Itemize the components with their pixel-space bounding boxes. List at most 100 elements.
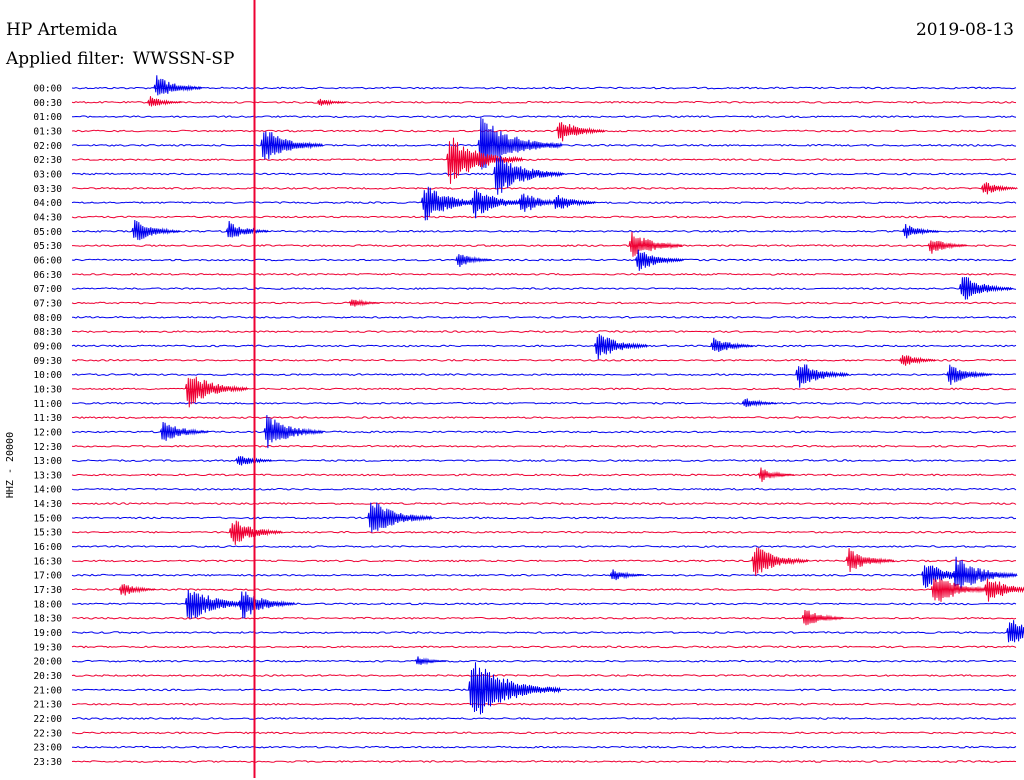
station-title: HP Artemida	[6, 20, 118, 40]
trace-row-2030	[71, 674, 1017, 677]
trace-row-1330	[71, 473, 1017, 477]
event-burst	[984, 578, 1024, 602]
row-time-label: 17:30	[33, 585, 62, 596]
row-time-label: 14:30	[33, 499, 62, 510]
trace-row-1230	[71, 444, 1017, 448]
channel-label: HHZ - 20000	[5, 431, 16, 499]
event-burst	[316, 98, 347, 107]
row-time-label: 12:30	[33, 442, 62, 453]
event-burst	[958, 276, 1013, 300]
event-burst	[367, 502, 433, 533]
event-burst	[471, 189, 529, 219]
trace-row-1700	[71, 573, 1017, 577]
trace-row-1000	[71, 373, 1017, 377]
row-labels: 00:00 00:30 01:00 01:30 02:00 02:30 03:00 03:30…	[33, 84, 62, 769]
row-time-label: 03:30	[33, 184, 62, 195]
row-time-label: 04:30	[33, 212, 62, 223]
trace-row-1300	[72, 459, 1017, 462]
row-time-label: 08:30	[33, 327, 62, 338]
row-time-label: 11:30	[33, 413, 62, 424]
trace-row-1930	[71, 645, 1017, 649]
row-time-label: 01:30	[33, 126, 62, 137]
trace-row-2130	[71, 702, 1017, 706]
event-burst	[552, 195, 596, 209]
row-time-label: 02:00	[33, 141, 62, 152]
trace-row-1130	[71, 416, 1017, 419]
event-burst	[493, 155, 565, 195]
row-time-label: 16:30	[33, 556, 62, 567]
event-burst	[593, 333, 648, 360]
event-burst	[980, 182, 1018, 195]
row-time-label: 19:30	[33, 642, 62, 653]
trace-row-0600	[71, 258, 1017, 262]
event-burst	[159, 421, 209, 441]
row-time-label: 02:30	[33, 155, 62, 166]
event-burst	[118, 584, 156, 596]
row-time-label: 17:00	[33, 571, 62, 582]
trace-row-2000	[71, 659, 1017, 663]
event-burst	[757, 467, 795, 482]
row-time-label: 18:30	[33, 614, 62, 625]
event-burst	[628, 231, 683, 257]
event-burst	[228, 520, 283, 545]
event-burst	[930, 578, 991, 602]
row-time-label: 22:30	[33, 728, 62, 739]
trace-row-0000	[71, 86, 1017, 90]
event-burst	[263, 414, 324, 449]
date-label: 2019-08-13	[915, 20, 1014, 40]
trace-row-1200	[71, 430, 1017, 434]
row-time-label: 08:00	[33, 313, 62, 324]
filter-info: Applied filter: WWSSN-SP	[6, 49, 234, 69]
row-time-label: 06:00	[33, 255, 62, 266]
row-time-label: 05:00	[33, 227, 62, 238]
trace-row-0900	[71, 344, 1017, 348]
event-burst	[710, 337, 754, 353]
trace-row-0630	[71, 272, 1017, 276]
row-time-label: 21:00	[33, 685, 62, 696]
trace-row-0730	[71, 301, 1017, 305]
row-time-label: 11:00	[33, 399, 62, 410]
event-burst	[902, 223, 939, 239]
event-burst	[741, 398, 777, 408]
event-burst	[184, 376, 248, 408]
event-burst	[1006, 620, 1024, 643]
trace-row-1830	[71, 616, 1017, 620]
row-time-label: 00:00	[33, 84, 62, 95]
event-bursts	[118, 75, 1024, 715]
event-burst	[927, 240, 968, 254]
row-time-label: 03:00	[33, 169, 62, 180]
row-time-label: 14:00	[33, 485, 62, 496]
trace-row-0530	[72, 244, 1017, 248]
event-burst	[795, 364, 850, 388]
trace-row-2300	[72, 745, 1017, 749]
row-time-label: 13:30	[33, 470, 62, 481]
event-burst	[952, 556, 1018, 591]
row-time-label: 13:00	[33, 456, 62, 467]
trace-row-0030	[71, 100, 1017, 104]
row-time-label: 04:00	[33, 198, 62, 209]
row-time-label: 15:00	[33, 513, 62, 524]
row-time-label: 21:30	[33, 700, 62, 711]
event-burst	[609, 569, 645, 581]
filter-value: WWSSN-SP	[132, 49, 235, 69]
event-burst	[238, 591, 296, 619]
row-time-label: 05:30	[33, 241, 62, 252]
row-time-label: 20:30	[33, 671, 62, 682]
event-burst	[260, 131, 324, 160]
event-burst	[455, 254, 493, 267]
trace-row-1600	[72, 545, 1017, 548]
event-burst	[845, 548, 895, 573]
row-time-label: 01:00	[33, 112, 62, 123]
event-burst	[414, 656, 447, 666]
event-burst	[556, 122, 606, 142]
event-burst	[348, 299, 381, 307]
trace-row-0830	[71, 330, 1017, 334]
row-time-label: 23:00	[33, 743, 62, 754]
row-time-label: 09:30	[33, 356, 62, 367]
event-burst	[225, 220, 269, 238]
row-time-label: 23:30	[33, 757, 62, 768]
trace-row-0930	[71, 358, 1017, 362]
trace-row-0130	[71, 129, 1017, 133]
trace-row-2200	[71, 717, 1017, 720]
trace-row-0230	[72, 158, 1017, 162]
